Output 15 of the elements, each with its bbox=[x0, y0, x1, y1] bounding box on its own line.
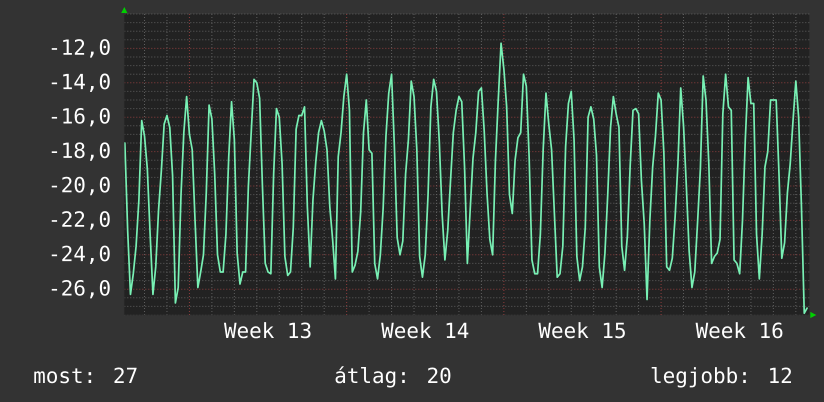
text: átlag: 20 bbox=[336, 366, 450, 388]
x-tick-label: Week 15 bbox=[538, 322, 625, 338]
text: legjobb: 12 bbox=[652, 366, 791, 388]
y-tick-label: -16,0 bbox=[52, 108, 110, 126]
y-tick-label: -22,0 bbox=[52, 211, 110, 230]
x-tick-label: Week 16 bbox=[696, 322, 782, 338]
y-tick-label: -18,0 bbox=[52, 142, 110, 161]
y-tick-label: -12,0 bbox=[52, 39, 110, 58]
y-tick-label: -26,0 bbox=[52, 280, 110, 298]
x-tick-label: Week 13 bbox=[224, 322, 311, 338]
y-tick-label: -14,0 bbox=[52, 74, 110, 92]
y-tick-label: -24,0 bbox=[52, 246, 110, 264]
text: most: 27 bbox=[34, 367, 137, 384]
y-tick-label: -20,0 bbox=[52, 176, 110, 196]
x-tick-label: Week 14 bbox=[381, 322, 468, 338]
